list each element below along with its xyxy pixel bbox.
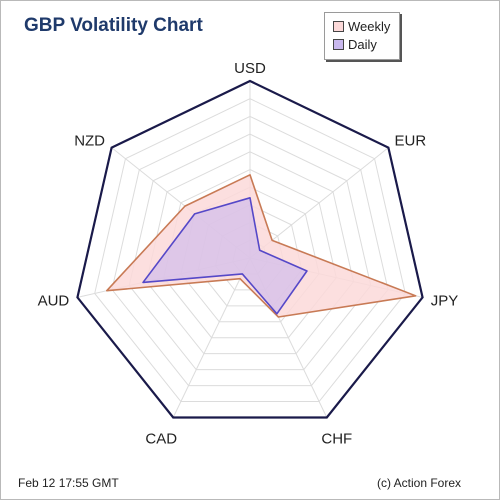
axis-label-eur: EUR [395,133,427,150]
timestamp: Feb 12 17:55 GMT [18,476,119,490]
grid-spoke [172,257,251,418]
grid-ring [94,98,406,403]
grid-ring [145,151,355,355]
axis-label-jpy: JPY [431,292,459,309]
legend-item-daily: Daily [333,36,377,52]
axis-label-cad: CAD [145,430,177,447]
axis-label-usd: USD [234,60,266,77]
axis-label-nzd: NZD [74,133,105,150]
axis-label-aud: AUD [38,292,70,309]
grid-ring [128,133,372,371]
axis-label-chf: CHF [321,430,352,447]
legend: Weekly Daily [324,12,400,60]
legend-swatch-daily [333,38,344,50]
chart-title: GBP Volatility Chart [24,15,203,36]
legend-item-weekly: Weekly [333,18,390,34]
grid-spoke [249,147,389,259]
series-daily-area [142,197,308,315]
credit: (c) Action Forex [377,476,462,490]
legend-label-daily: Daily [348,36,377,52]
series-weekly-area [105,174,417,318]
radar-outer-frame [76,79,424,419]
legend-swatch-weekly [333,20,344,32]
grid-ring [111,115,389,387]
legend-label-weekly: Weekly [348,18,391,34]
